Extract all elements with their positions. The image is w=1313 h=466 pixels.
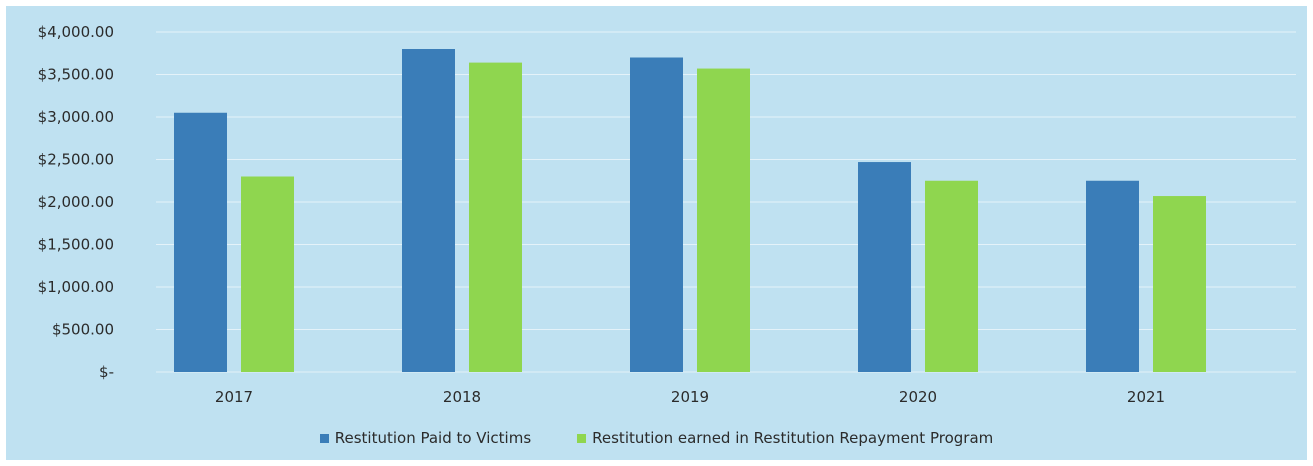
bar-earned-2018	[469, 62, 522, 372]
bar-earned-2017	[241, 176, 294, 372]
x-tick-label: 2020	[899, 388, 937, 406]
bar-paid-2019	[630, 57, 683, 372]
x-tick-label: 2019	[671, 388, 709, 406]
y-tick-label: $1,500.00	[38, 236, 114, 254]
bar-paid-2020	[858, 162, 911, 372]
y-tick-label: $500.00	[52, 321, 114, 339]
legend-swatch-paid	[319, 433, 329, 443]
legend: Restitution Paid to Victims Restitution …	[6, 429, 1307, 447]
legend-item-earned: Restitution earned in Restitution Repaym…	[577, 429, 993, 447]
bar-earned-2020	[925, 180, 978, 372]
y-tick-label: $-	[99, 363, 114, 381]
x-tick-label: 2021	[1127, 388, 1165, 406]
y-tick-label: $2,500.00	[38, 151, 114, 169]
bar-paid-2017	[174, 112, 227, 372]
y-tick-label: $3,000.00	[38, 108, 114, 126]
y-tick-label: $4,000.00	[38, 23, 114, 41]
y-tick-label: $1,000.00	[38, 278, 114, 296]
bar-earned-2021	[1153, 196, 1206, 372]
y-tick-label: $2,000.00	[38, 193, 114, 211]
legend-swatch-earned	[577, 433, 587, 443]
legend-label-paid: Restitution Paid to Victims	[334, 429, 532, 447]
legend-label-earned: Restitution earned in Restitution Repaym…	[592, 429, 994, 447]
bar-earned-2019	[697, 68, 750, 373]
bar-paid-2018	[402, 49, 455, 372]
x-tick-label: 2018	[443, 388, 481, 406]
x-tick-label: 2017	[215, 388, 253, 406]
y-tick-label: $3,500.00	[38, 66, 114, 84]
bar-paid-2021	[1086, 180, 1139, 372]
legend-item-paid: Restitution Paid to Victims	[319, 429, 532, 447]
bar-chart: $- $500.00 $1,000.00 $1,500.00 $2,000.00 $2,5…	[38, 23, 1296, 406]
chart-card: $- $500.00 $1,000.00 $1,500.00 $2,000.00 $2,5…	[6, 6, 1307, 460]
